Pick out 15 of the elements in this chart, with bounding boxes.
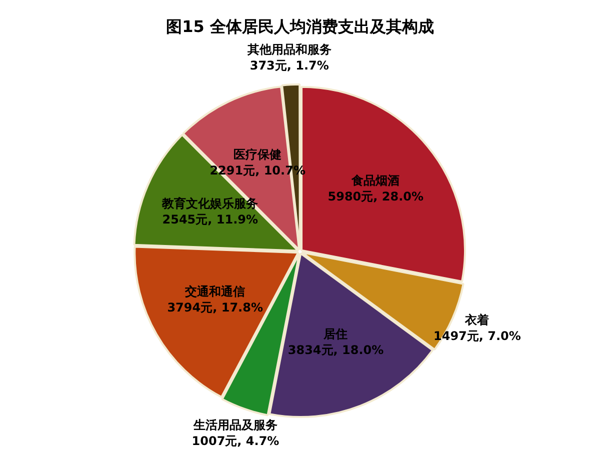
slice-label: 教育文化娱乐服务 (161, 196, 258, 211)
chart-title: 图15 全体居民人均消费支出及其构成 (166, 16, 434, 36)
data-label: 5980元, 28.0% (328, 189, 424, 204)
slice-label: 衣着 (464, 313, 490, 328)
slice-label: 食品烟酒 (350, 173, 400, 188)
data-label: 1007元, 4.7% (192, 434, 280, 448)
slice-label: 居住 (322, 327, 348, 342)
slice-label: 生活用品及服务 (192, 418, 278, 432)
data-label: 2545元, 11.9% (162, 212, 258, 227)
data-label: 3794元, 17.8% (167, 300, 263, 315)
data-label: 3834元, 18.0% (288, 343, 384, 358)
slice-label: 医疗保健 (234, 147, 282, 162)
slice-label: 交通和通信 (184, 284, 246, 299)
slice-label: 其他用品和服务 (246, 42, 332, 57)
data-label: 373元, 1.7% (250, 58, 329, 73)
